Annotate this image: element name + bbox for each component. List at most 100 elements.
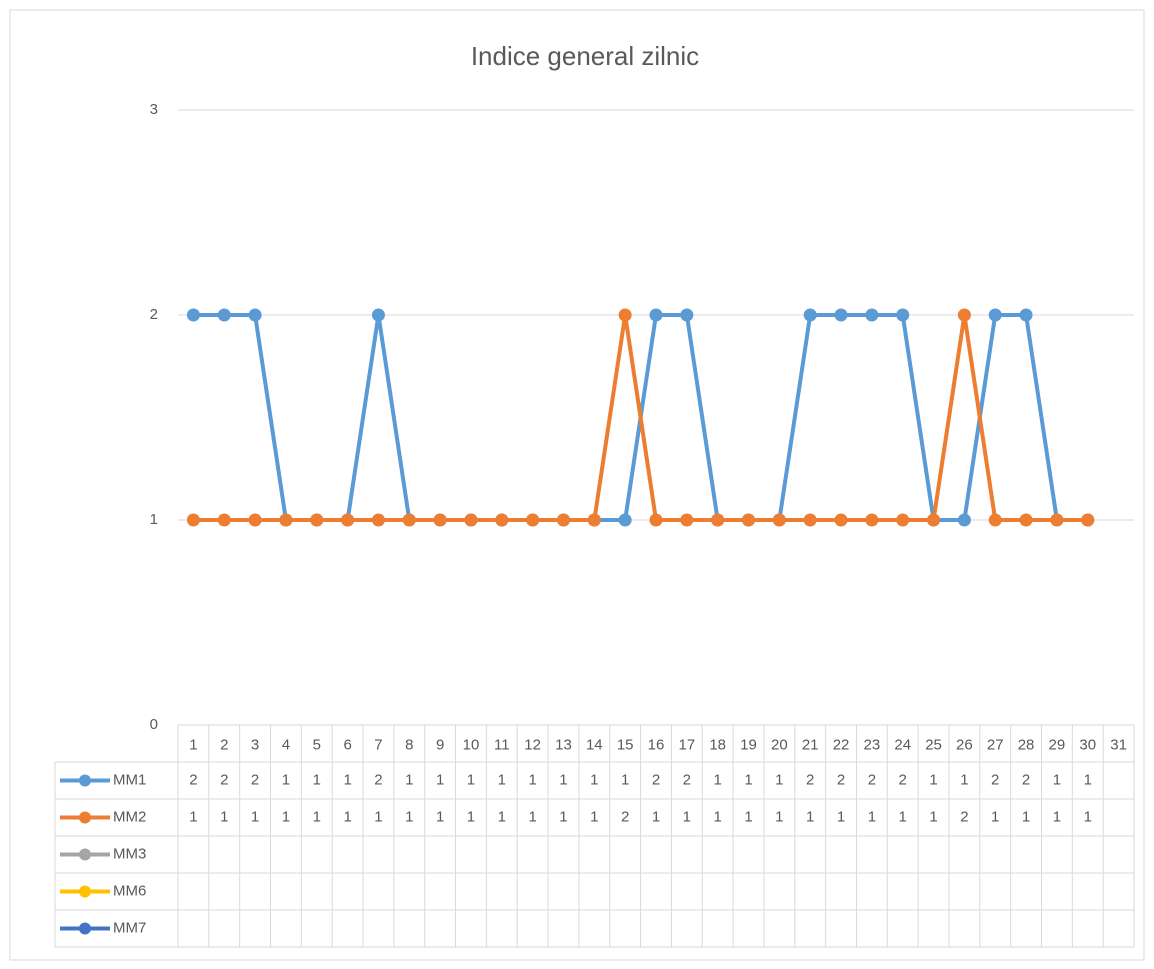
table-value: 1 — [559, 808, 567, 825]
point — [742, 513, 756, 527]
x-tick-label: 16 — [648, 736, 665, 753]
x-tick-label: 1 — [189, 736, 197, 753]
table-value: 1 — [1053, 808, 1061, 825]
point — [957, 308, 971, 322]
table-value: 1 — [313, 771, 321, 788]
point — [957, 513, 971, 527]
x-tick-label: 19 — [740, 736, 757, 753]
table-value: 1 — [436, 808, 444, 825]
table-value: 1 — [528, 771, 536, 788]
x-tick-label: 4 — [282, 736, 290, 753]
point — [927, 513, 941, 527]
x-tick-label: 17 — [678, 736, 695, 753]
table-value: 1 — [220, 808, 228, 825]
y-tick-label: 2 — [150, 306, 158, 323]
point — [526, 513, 540, 527]
point — [988, 308, 1002, 322]
table-value: 2 — [251, 771, 259, 788]
table-value: 1 — [590, 771, 598, 788]
x-tick-label: 29 — [1049, 736, 1066, 753]
table-value: 1 — [498, 771, 506, 788]
table-value: 1 — [559, 771, 567, 788]
table-value: 2 — [991, 771, 999, 788]
table-value: 1 — [251, 808, 259, 825]
x-tick-label: 24 — [894, 736, 911, 753]
x-tick-label: 11 — [494, 736, 510, 753]
point — [988, 513, 1002, 527]
point — [217, 513, 231, 527]
table-value: 2 — [374, 771, 382, 788]
x-tick-label: 23 — [864, 736, 881, 753]
point — [279, 513, 293, 527]
point — [402, 513, 416, 527]
table-value: 1 — [960, 771, 968, 788]
point — [1019, 513, 1033, 527]
x-tick-label: 6 — [343, 736, 351, 753]
point — [865, 308, 879, 322]
x-tick-label: 15 — [617, 736, 634, 753]
x-tick-label: 31 — [1110, 736, 1127, 753]
table-value: 1 — [714, 808, 722, 825]
table-value: 2 — [220, 771, 228, 788]
x-tick-label: 3 — [251, 736, 259, 753]
table-value: 1 — [405, 808, 413, 825]
table-value: 2 — [621, 808, 629, 825]
point — [803, 308, 817, 322]
point — [371, 513, 385, 527]
table-value: 1 — [837, 808, 845, 825]
x-tick-label: 18 — [709, 736, 726, 753]
x-tick-label: 10 — [463, 736, 480, 753]
y-tick-label: 1 — [150, 511, 158, 528]
legend-marker — [79, 885, 91, 898]
x-tick-label: 12 — [524, 736, 541, 753]
table-value: 1 — [436, 771, 444, 788]
table-value: 1 — [405, 771, 413, 788]
table-value: 2 — [1022, 771, 1030, 788]
point — [495, 513, 509, 527]
legend-label: MM6 — [113, 882, 146, 899]
table-value: 1 — [775, 808, 783, 825]
legend-marker — [79, 811, 91, 824]
table-value: 2 — [683, 771, 691, 788]
point — [341, 513, 355, 527]
point — [618, 513, 632, 527]
table-value: 1 — [714, 771, 722, 788]
table-value: 1 — [683, 808, 691, 825]
point — [1050, 513, 1064, 527]
point — [186, 513, 200, 527]
point — [433, 513, 447, 527]
x-tick-label: 30 — [1079, 736, 1096, 753]
point — [649, 513, 663, 527]
table-value: 1 — [282, 771, 290, 788]
point — [310, 513, 324, 527]
table-value: 1 — [528, 808, 536, 825]
table-value: 1 — [467, 771, 475, 788]
point — [1081, 513, 1095, 527]
table-value: 1 — [282, 808, 290, 825]
x-tick-label: 25 — [925, 736, 942, 753]
point — [772, 513, 786, 527]
x-tick-label: 20 — [771, 736, 788, 753]
table-value: 1 — [467, 808, 475, 825]
point — [217, 308, 231, 322]
legend-marker — [79, 848, 91, 861]
x-tick-label: 13 — [555, 736, 572, 753]
point — [834, 308, 848, 322]
point — [587, 513, 601, 527]
table-value: 2 — [837, 771, 845, 788]
point — [711, 513, 725, 527]
legend-label: MM7 — [113, 919, 146, 936]
point — [896, 308, 910, 322]
table-value: 1 — [991, 808, 999, 825]
x-tick-label: 14 — [586, 736, 603, 753]
x-tick-label: 26 — [956, 736, 973, 753]
point — [186, 308, 200, 322]
x-tick-label: 7 — [374, 736, 382, 753]
x-tick-label: 2 — [220, 736, 228, 753]
table-value: 2 — [652, 771, 660, 788]
table-value: 1 — [1053, 771, 1061, 788]
table-value: 1 — [313, 808, 321, 825]
table-value: 2 — [868, 771, 876, 788]
table-value: 2 — [960, 808, 968, 825]
